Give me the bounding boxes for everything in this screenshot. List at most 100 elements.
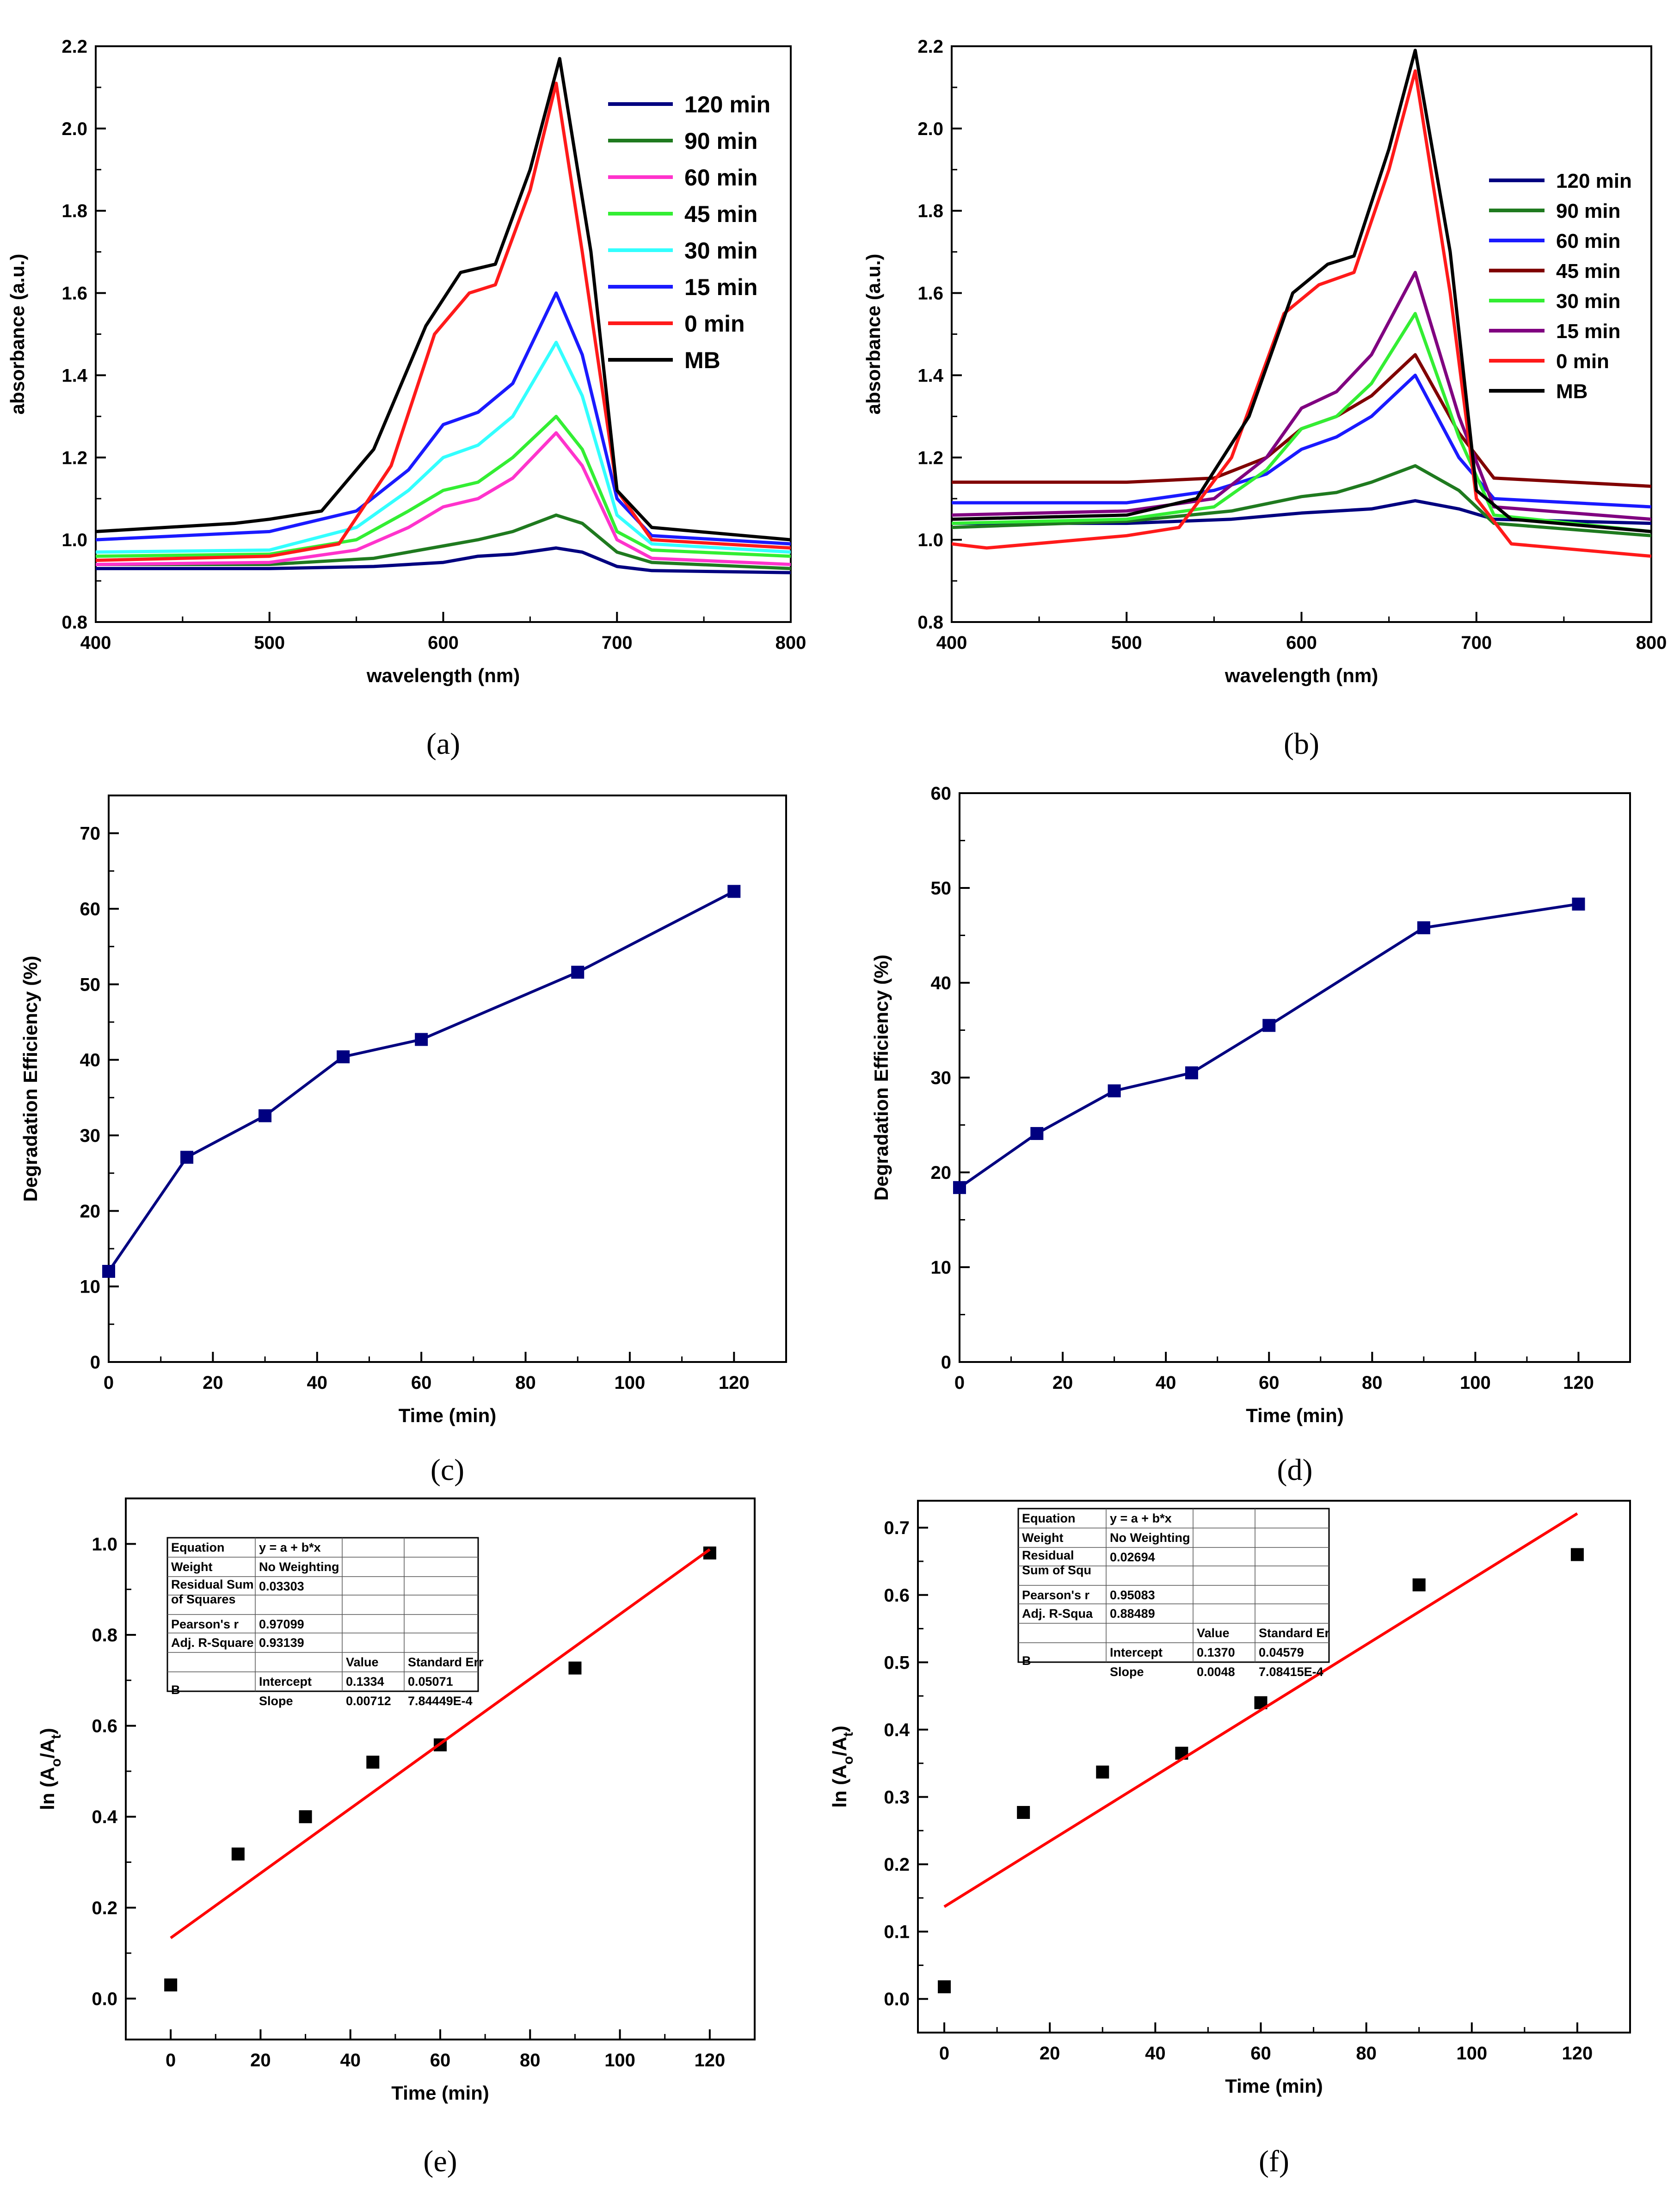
series-line-120-min bbox=[96, 546, 791, 574]
fit-pearson-label: Pearson's r bbox=[1022, 1588, 1089, 1602]
data-point bbox=[1417, 921, 1430, 935]
y-axis-label-part: o bbox=[49, 1758, 64, 1767]
x-tick-label: 600 bbox=[1286, 633, 1317, 653]
x-tick-label: 60 bbox=[411, 1373, 432, 1393]
series-line-60-min bbox=[96, 431, 791, 566]
x-tick-label: 60 bbox=[430, 2050, 451, 2071]
y-tick-label: 2.0 bbox=[917, 119, 943, 139]
y-tick-label: 2.2 bbox=[917, 37, 943, 57]
y-tick-label: 1.0 bbox=[62, 530, 87, 550]
series-line-30-min bbox=[952, 312, 1651, 533]
y-tick-label: 50 bbox=[931, 878, 952, 899]
x-tick-label: 20 bbox=[1040, 2043, 1060, 2064]
series-line-15-min bbox=[96, 291, 791, 546]
y-axis-label-part: ) bbox=[37, 1728, 58, 1734]
fit-value-header: Value bbox=[346, 1655, 379, 1669]
panel-label: (b) bbox=[1284, 727, 1319, 761]
y-tick-label: 60 bbox=[931, 783, 952, 804]
fit-stderr-header: Standard Er bbox=[1259, 1626, 1330, 1640]
y-axis-label-part: /A bbox=[37, 1739, 58, 1758]
x-tick-label: 20 bbox=[203, 1373, 223, 1393]
x-tick-label: 20 bbox=[1052, 1373, 1073, 1393]
series-line-60-min bbox=[952, 373, 1651, 509]
x-tick-label: 0 bbox=[939, 2043, 949, 2064]
x-tick-label: 0 bbox=[166, 2050, 176, 2071]
x-axis-label: Time (min) bbox=[391, 2082, 489, 2104]
y-tick-label: 0.8 bbox=[92, 1625, 117, 1645]
y-tick-label: 60 bbox=[80, 899, 101, 919]
x-tick-label: 80 bbox=[515, 1373, 536, 1393]
fit-rss-label: Residual bbox=[1022, 1548, 1074, 1562]
panel-label: (a) bbox=[426, 727, 460, 761]
legend-entry: 60 min bbox=[1556, 230, 1620, 253]
y-tick-label: 1.4 bbox=[62, 365, 87, 386]
x-tick-label: 120 bbox=[1562, 2043, 1593, 2064]
fit-slope: 0.00712 bbox=[346, 1694, 391, 1708]
y-tick-label: 0.4 bbox=[884, 1720, 910, 1740]
y-tick-label: 1.2 bbox=[917, 448, 943, 468]
fit-equation: y = a + b*x bbox=[259, 1541, 321, 1554]
x-tick-label: 0 bbox=[104, 1373, 114, 1393]
y-tick-label: 1.4 bbox=[917, 365, 943, 386]
legend: 120 min 90 min 60 min 45 min 30 min 15 min 0 m… bbox=[1489, 170, 1632, 403]
fit-rss-label: of Squares bbox=[171, 1592, 236, 1606]
y-tick-label: 1.8 bbox=[917, 201, 943, 222]
legend-entry: 120 min bbox=[684, 92, 770, 117]
y-tick-label: 0.1 bbox=[884, 1922, 910, 1942]
series-line-45-min bbox=[952, 353, 1651, 488]
y-axis-label-part: /A bbox=[829, 1737, 850, 1756]
x-tick-label: 100 bbox=[604, 2050, 635, 2071]
y-tick-label: 1.2 bbox=[62, 448, 87, 468]
fit-adjr: 0.88489 bbox=[1110, 1607, 1155, 1621]
chart-c: 0 20 40 60 80 100 120 0 10 20 30 40 50 60 70 Time (min)… bbox=[19, 795, 787, 1487]
data-point bbox=[568, 1661, 582, 1675]
x-tick-label: 40 bbox=[307, 1373, 328, 1393]
fit-group: B bbox=[1022, 1654, 1031, 1668]
x-tick-label: 120 bbox=[694, 2050, 725, 2071]
series-line-30-min bbox=[96, 340, 791, 554]
x-tick-label: 100 bbox=[615, 1373, 646, 1393]
y-tick-label: 30 bbox=[80, 1126, 101, 1146]
y-tick-label: 0.7 bbox=[884, 1518, 910, 1538]
data-point bbox=[415, 1033, 428, 1046]
data-point bbox=[1096, 1765, 1109, 1779]
chart-e: 0 20 40 60 80 100 120 0.0 0.2 0.4 0.6 0.8 1.0 Time (m… bbox=[37, 1497, 756, 2178]
x-tick-label: 0 bbox=[954, 1373, 965, 1393]
y-axis-label: Degradation Efficiency (%) bbox=[870, 955, 892, 1201]
y-tick-label: 0.2 bbox=[92, 1898, 117, 1918]
x-tick-label: 40 bbox=[1156, 1373, 1176, 1393]
x-tick-label: 100 bbox=[1460, 1373, 1491, 1393]
fit-intercept-label: Intercept bbox=[1110, 1645, 1163, 1659]
y-tick-label: 1.8 bbox=[62, 201, 87, 222]
fit-weight: No Weighting bbox=[1110, 1531, 1190, 1545]
fit-adjr: 0.93139 bbox=[259, 1636, 304, 1650]
y-tick-label: 10 bbox=[931, 1257, 952, 1278]
data-point bbox=[1572, 897, 1585, 911]
data-point bbox=[1262, 1019, 1276, 1032]
legend-entry: 45 min bbox=[684, 201, 757, 227]
fit-stderr-header: Standard Err bbox=[408, 1655, 484, 1669]
fit-rss: 0.03303 bbox=[259, 1579, 304, 1593]
x-tick-label: 120 bbox=[719, 1373, 750, 1393]
fit-adjr-label: Adj. R-Square bbox=[171, 1636, 254, 1650]
y-tick-label: 0.8 bbox=[62, 612, 87, 633]
y-tick-label: 20 bbox=[931, 1163, 952, 1183]
series-line-90-min bbox=[952, 464, 1651, 537]
y-tick-label: 0.3 bbox=[884, 1787, 910, 1808]
data-point bbox=[1412, 1578, 1426, 1591]
chart-f: 0 20 40 60 80 100 120 0.0 0.1 0.2 0.3 0.4 0.5 0.6 0.7 T… bbox=[829, 1500, 1631, 2178]
fit-pearson-label: Pearson's r bbox=[171, 1617, 239, 1631]
y-tick-label: 70 bbox=[80, 824, 101, 844]
y-tick-label: 0.4 bbox=[92, 1807, 117, 1827]
fit-table: Equation y = a + b*x Weight No Weighting Res… bbox=[1017, 1508, 1330, 1679]
y-tick-label: 30 bbox=[931, 1068, 952, 1088]
fit-pearson: 0.95083 bbox=[1110, 1588, 1155, 1602]
fit-line bbox=[170, 1548, 711, 1939]
fit-slope: 0.0048 bbox=[1197, 1665, 1235, 1679]
plot-frame bbox=[951, 45, 1652, 623]
y-tick-label: 0 bbox=[90, 1352, 100, 1373]
data-point bbox=[164, 1978, 178, 1992]
data-point bbox=[231, 1847, 245, 1861]
legend-entry: MB bbox=[684, 347, 720, 373]
